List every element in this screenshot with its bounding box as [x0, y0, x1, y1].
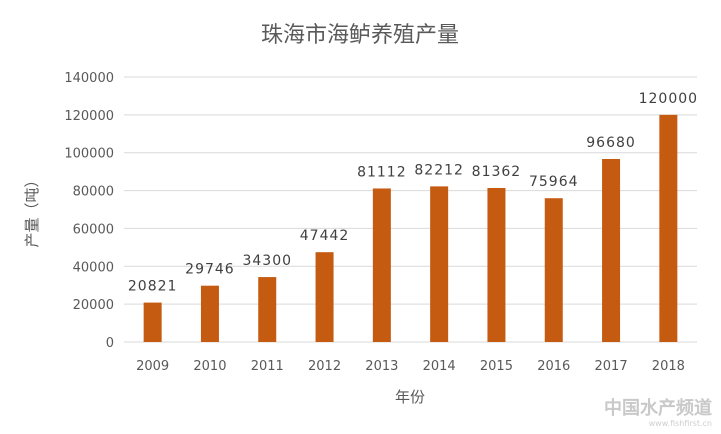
bar: [372, 188, 391, 342]
x-tick-label: 2017: [595, 359, 628, 374]
data-label: 29746: [185, 262, 235, 278]
data-label: 20821: [128, 279, 178, 295]
bar: [430, 186, 449, 342]
y-axis-label: 产量（吨）: [23, 172, 41, 247]
y-axis-ticks: 0 20000 40000 60000 80000 100000 120000 140000: [64, 71, 114, 351]
data-label: 47442: [300, 228, 350, 244]
bar: [602, 158, 621, 342]
data-label: 81362: [472, 164, 522, 180]
chart-title: 珠海市海鲈养殖产量: [261, 23, 459, 48]
bar: [659, 114, 678, 342]
bar: [487, 187, 506, 342]
data-label: 82212: [414, 162, 464, 178]
bar: [143, 302, 162, 342]
data-label: 75964: [529, 174, 579, 190]
bars: [143, 114, 678, 342]
data-label: 34300: [242, 253, 292, 269]
data-label: 81112: [357, 164, 407, 180]
data-label: 96680: [586, 135, 636, 151]
y-tick-label: 40000: [73, 260, 114, 275]
bar: [200, 285, 219, 342]
bar: [544, 198, 563, 342]
watermark-url: www.fishfirst.cn: [649, 419, 712, 428]
y-tick-label: 120000: [64, 109, 114, 124]
x-tick-label: 2014: [423, 359, 456, 374]
x-axis-ticks: 2009 2010 2011 2012 2013 2014 2015 2016 2017 2018: [136, 359, 685, 374]
bar: [315, 252, 334, 342]
y-tick-label: 0: [106, 336, 114, 351]
y-tick-label: 80000: [73, 185, 114, 200]
x-tick-label: 2013: [365, 359, 398, 374]
gridlines: [124, 76, 697, 343]
data-labels: 20821 29746 34300 47442 81112 82212 81362 75964…: [128, 91, 698, 295]
x-tick-label: 2011: [251, 359, 284, 374]
watermark-text: 中国水产频道: [604, 397, 712, 419]
x-axis-label: 年份: [395, 388, 425, 406]
data-label: 120000: [639, 91, 698, 107]
y-tick-label: 100000: [64, 147, 114, 162]
y-tick-label: 20000: [73, 298, 114, 313]
bar: [258, 277, 277, 342]
x-tick-label: 2010: [193, 359, 226, 374]
x-tick-label: 2016: [537, 359, 570, 374]
x-tick-label: 2015: [480, 359, 513, 374]
x-tick-label: 2009: [136, 359, 169, 374]
x-tick-label: 2018: [652, 359, 685, 374]
x-tick-label: 2012: [308, 359, 341, 374]
y-tick-label: 140000: [64, 71, 114, 86]
y-tick-label: 60000: [73, 222, 114, 237]
